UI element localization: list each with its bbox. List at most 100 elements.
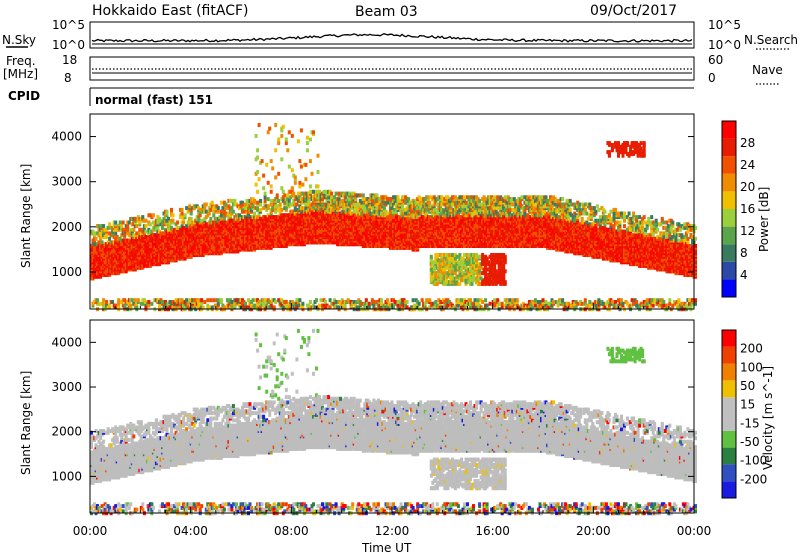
- power-cell: [126, 231, 130, 236]
- power-cell: [318, 303, 321, 308]
- power-cell: [408, 200, 412, 205]
- power-cell: [141, 235, 145, 239]
- power-cell: [117, 298, 121, 303]
- power-cell: [266, 130, 270, 135]
- power-cell: [413, 303, 417, 308]
- power-cell: [219, 213, 223, 218]
- power-cell: [263, 195, 267, 200]
- power-cell: [266, 204, 270, 209]
- power-cell: [367, 305, 371, 310]
- power-cell: [328, 305, 332, 310]
- power-cell: [201, 245, 205, 250]
- freq-strip: Freq. [MHz] 18 8 60 0 Nave: [3, 53, 783, 85]
- power-cell: [290, 168, 294, 173]
- power-cell: [293, 301, 297, 306]
- power-cell: [233, 298, 237, 303]
- power-cell: [180, 211, 184, 216]
- power-cell: [275, 204, 279, 209]
- power-cell: [127, 220, 131, 225]
- power-cell: [263, 198, 267, 203]
- power-cell: [413, 231, 417, 236]
- power-cell: [248, 245, 252, 250]
- cpid-label: CPID: [8, 89, 40, 103]
- power-cell: [256, 189, 260, 194]
- power-cell: [301, 301, 305, 306]
- power-cell: [274, 148, 278, 153]
- power-cell: [277, 171, 281, 176]
- power-cell: [266, 197, 270, 202]
- power-cell: [313, 305, 317, 310]
- power-cell: [200, 218, 204, 223]
- power-cell: [275, 193, 279, 198]
- power-cell: [129, 227, 133, 232]
- power-cell: [367, 207, 371, 212]
- power-cell: [354, 225, 358, 230]
- power-cell: [298, 184, 302, 189]
- power-cell: [339, 200, 343, 205]
- cpid-strip: CPID normal (fast) 151: [8, 87, 694, 107]
- power-cell: [171, 229, 175, 234]
- power-cell: [354, 216, 358, 221]
- power-cell: [180, 298, 184, 303]
- power-cell: [278, 206, 282, 211]
- power-cell: [251, 204, 255, 209]
- power-cell: [318, 189, 321, 194]
- power-cell: [171, 213, 175, 218]
- power-cell: [392, 305, 395, 310]
- power-cell: [298, 298, 302, 303]
- power-cell: [262, 301, 266, 306]
- power-cell: [248, 215, 252, 220]
- power-cell: [293, 211, 297, 216]
- nsky-trace: [91, 32, 693, 43]
- power-cell: [299, 128, 303, 133]
- power-cell: [221, 206, 225, 211]
- power-cell: [413, 215, 417, 220]
- power-cell: [305, 135, 309, 140]
- power-cell: [204, 202, 208, 207]
- power-cell: [210, 200, 214, 205]
- power-cell: [147, 300, 151, 304]
- power-cell: [259, 202, 263, 207]
- power-cell: [293, 195, 297, 200]
- beam-label: Beam 03: [355, 4, 418, 20]
- power-cell: [269, 189, 273, 194]
- power-cell: [209, 216, 213, 221]
- power-cell: [382, 213, 386, 218]
- power-cell: [337, 197, 341, 202]
- power-cell: [97, 227, 101, 232]
- power-cell: [269, 202, 273, 207]
- power-cell: [337, 191, 341, 196]
- power-cell: [201, 222, 205, 227]
- power-cell: [386, 211, 389, 216]
- power-cell: [358, 193, 362, 198]
- power-cell: [269, 159, 273, 164]
- power-cell: [307, 198, 311, 203]
- power-cell: [209, 207, 213, 212]
- power-cell: [121, 220, 125, 225]
- power-cell: [379, 301, 383, 306]
- power-cell: [293, 207, 297, 212]
- power-cell: [274, 175, 278, 180]
- nsky-hi: 10^5: [52, 18, 85, 32]
- power-cell: [144, 229, 148, 234]
- power-cell: [316, 153, 320, 158]
- power-cell: [382, 206, 386, 211]
- power-cell: [379, 298, 383, 303]
- power-cell: [203, 300, 207, 304]
- power-cell: [307, 303, 311, 308]
- power-cell: [352, 300, 356, 304]
- power-cell: [114, 220, 118, 225]
- nsky-frame: [89, 21, 695, 49]
- power-cell: [257, 123, 261, 127]
- power-cell: [281, 189, 285, 194]
- power-cell: [117, 305, 121, 310]
- power-cell: [212, 213, 216, 218]
- power-cell: [165, 209, 169, 214]
- power-cell: [407, 197, 411, 202]
- power-cell: [363, 206, 367, 211]
- power-cell: [312, 130, 315, 135]
- power-cell: [97, 240, 101, 245]
- power-cell: [308, 189, 312, 194]
- power-cell: [183, 213, 187, 218]
- power-cell: [161, 300, 164, 304]
